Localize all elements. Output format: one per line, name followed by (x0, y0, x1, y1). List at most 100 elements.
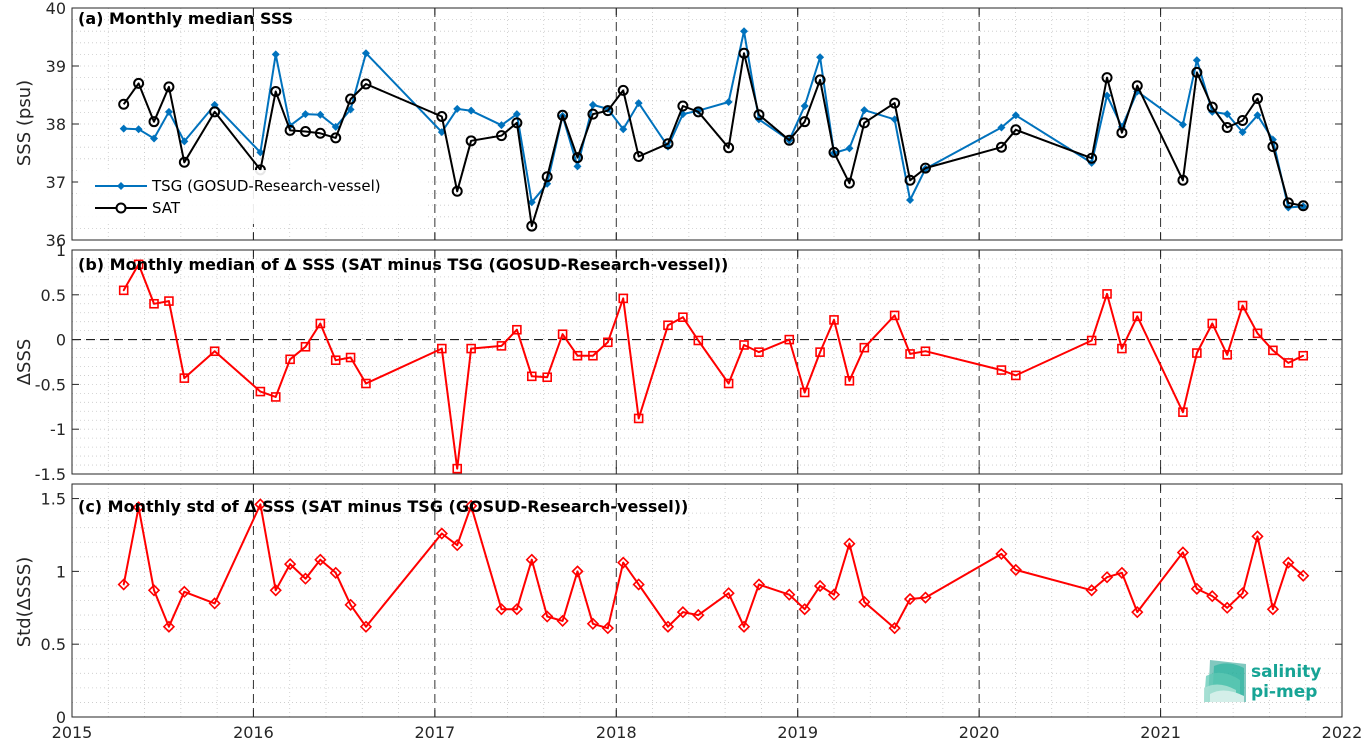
data-point (572, 152, 584, 164)
data-point (997, 123, 1006, 132)
data-point (586, 617, 600, 630)
ticks (71, 484, 1343, 718)
data-point (1299, 202, 1308, 211)
data-point (495, 130, 507, 142)
data-point-center (576, 570, 579, 573)
data-point (572, 350, 583, 361)
data-point (617, 556, 630, 569)
data-point (451, 185, 463, 197)
grid (72, 250, 1342, 474)
data-point (919, 162, 931, 174)
data-point (361, 49, 370, 58)
data-point (753, 109, 765, 121)
data-point (346, 105, 355, 114)
legend-marker-tsg (117, 182, 125, 190)
data-point (1086, 335, 1097, 346)
data-point (843, 177, 855, 189)
data-point (361, 378, 371, 389)
data-point-center (515, 328, 518, 331)
legend-label-tsg: TSG (GOSUD-Research-vessel) (151, 177, 381, 195)
data-point (345, 352, 356, 363)
data-point (724, 97, 733, 106)
data-point-center (515, 608, 518, 611)
data-point (738, 47, 750, 59)
data-point-center (334, 359, 337, 362)
data-point (633, 413, 644, 424)
data-point (164, 296, 174, 306)
data-point (800, 102, 809, 111)
data-point (164, 107, 173, 116)
y-tick-label: 40 (46, 0, 66, 18)
y-tick-labels: -1.5 -1 -0.5 0 0.5 1 (35, 241, 66, 484)
data-point-center (365, 625, 367, 628)
data-point (844, 376, 855, 386)
data-point (133, 259, 144, 270)
data-point-center (1195, 352, 1198, 354)
reference-lines (252, 484, 1162, 717)
x-tick-label: 2020 (959, 723, 1000, 742)
data-point (828, 146, 840, 158)
data-point (889, 310, 900, 321)
data-point (1206, 101, 1218, 113)
data-point-center (1226, 353, 1229, 356)
data-point-center (1000, 553, 1003, 555)
data-point-center (1241, 304, 1244, 307)
data-point-center (909, 353, 911, 355)
data-point-center (1241, 592, 1244, 595)
x-tick-label: 2022 (1322, 723, 1363, 742)
data-point-center (803, 608, 806, 611)
data-point-center (788, 593, 791, 596)
data-point-center (622, 297, 625, 300)
data-point (314, 127, 326, 139)
data-point (829, 315, 839, 325)
data-point (1297, 569, 1310, 582)
data-point (437, 343, 447, 354)
data-point (1192, 56, 1201, 65)
data-point (497, 121, 506, 130)
data-point (799, 116, 811, 128)
data-point (147, 584, 161, 597)
data-point (465, 499, 478, 512)
data-point-center (561, 333, 564, 336)
data-point-center (576, 354, 579, 357)
data-point (1177, 174, 1189, 186)
data-point (1116, 127, 1128, 139)
data-point-center (500, 608, 503, 611)
data-point (602, 105, 614, 117)
data-point-center (848, 542, 851, 545)
y-tick-label: 39 (46, 57, 66, 76)
data-point (1283, 358, 1294, 368)
data-point (783, 134, 795, 146)
data-point (1132, 311, 1143, 322)
data-point (676, 606, 690, 619)
data-point (1085, 584, 1098, 597)
x-tick-label: 2016 (233, 723, 274, 742)
data-point (345, 93, 357, 105)
data-point-center (1182, 411, 1184, 414)
data-point-center (274, 589, 277, 592)
y-tick-labels: 36 37 38 39 40 (46, 0, 66, 250)
data-point-center (1090, 589, 1093, 592)
data-point (1117, 343, 1127, 354)
data-point (254, 498, 267, 511)
y-tick-labels: 0 0.5 1 1.5 (41, 490, 66, 727)
y-tick-label: 0 (56, 708, 66, 727)
data-point (798, 603, 811, 616)
data-point (163, 81, 175, 93)
data-point-center (606, 627, 609, 630)
data-point-center (440, 532, 443, 535)
data-point (858, 117, 870, 129)
data-point (633, 150, 645, 162)
data-point-center (1211, 595, 1214, 598)
data-point (344, 598, 357, 612)
data-point (860, 106, 869, 115)
data-point-center (1256, 535, 1259, 538)
data-point (557, 109, 569, 121)
series-layer (118, 27, 1309, 232)
y-tick-label: 1.5 (41, 490, 66, 509)
data-point (815, 347, 825, 357)
data-point (1297, 200, 1309, 212)
data-point (827, 588, 841, 601)
data-point (996, 365, 1007, 375)
data-point-center (697, 339, 700, 342)
